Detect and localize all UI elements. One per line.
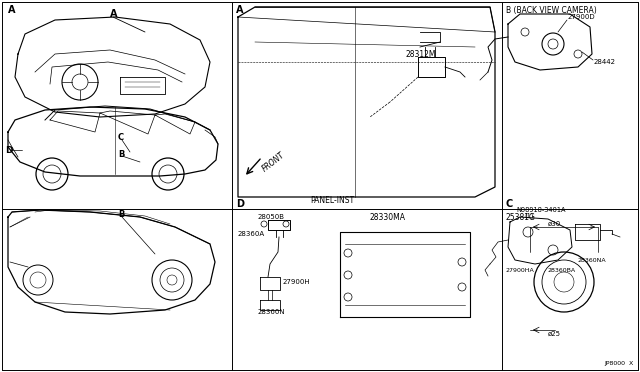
Text: N08918-3401A: N08918-3401A (516, 207, 566, 213)
Text: 27900H: 27900H (283, 279, 310, 285)
Text: JP8000  X: JP8000 X (605, 362, 634, 366)
Text: (1): (1) (524, 213, 533, 219)
Text: B: B (118, 209, 124, 218)
Text: FRONT: FRONT (260, 150, 286, 174)
Text: ø30: ø30 (548, 221, 561, 227)
Text: A: A (236, 5, 243, 15)
Text: 28442: 28442 (594, 59, 616, 65)
Text: D: D (5, 145, 13, 154)
Text: 28360NA: 28360NA (578, 257, 607, 263)
Text: C: C (506, 199, 513, 209)
Text: 28330MA: 28330MA (370, 212, 406, 221)
Text: 25381G: 25381G (506, 212, 536, 221)
Text: 28360BA: 28360BA (548, 267, 576, 273)
Text: B (BACK VIEW CAMERA): B (BACK VIEW CAMERA) (506, 6, 596, 15)
Text: B: B (118, 150, 124, 158)
Text: 27900D: 27900D (568, 14, 596, 20)
Text: 28360N: 28360N (258, 309, 285, 315)
Text: PANEL-INST: PANEL-INST (310, 196, 354, 205)
Text: D: D (236, 199, 244, 209)
Text: C: C (118, 132, 124, 141)
Text: A: A (110, 9, 118, 19)
Text: 28050B: 28050B (258, 214, 285, 220)
Text: 28312M: 28312M (405, 49, 435, 58)
Text: 27900HA: 27900HA (506, 267, 535, 273)
Text: A: A (8, 5, 15, 15)
Text: ø25: ø25 (548, 331, 561, 337)
Text: 28360A: 28360A (238, 231, 265, 237)
